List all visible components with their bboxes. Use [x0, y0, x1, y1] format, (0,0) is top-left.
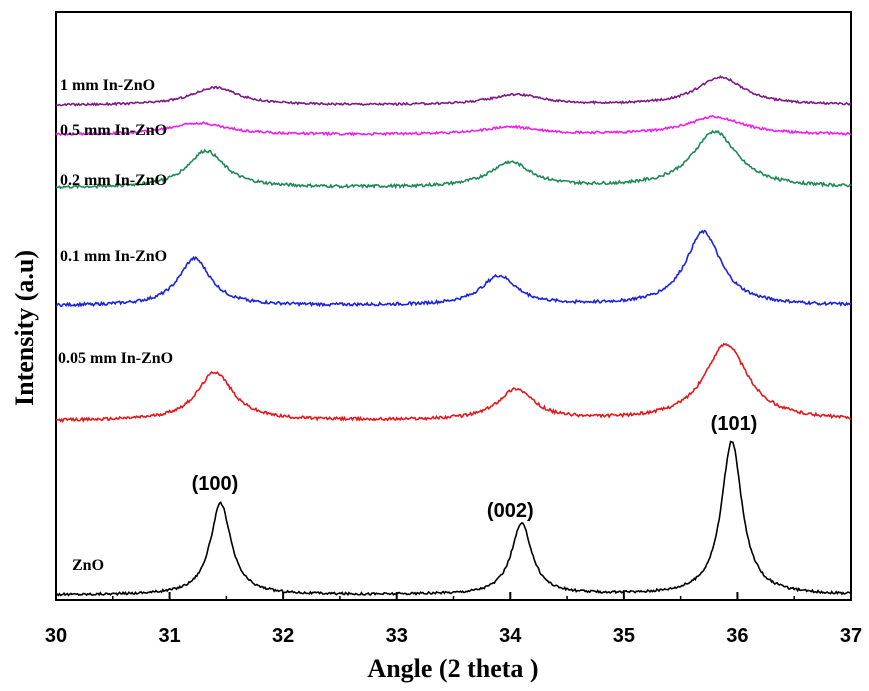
- x-tick-label: 32: [272, 625, 294, 647]
- series-layer: [55, 75, 852, 597]
- series-label: 0.5 mm In-ZnO: [60, 122, 167, 139]
- x-tick-label: 30: [45, 625, 67, 647]
- x-tick-label: 37: [840, 625, 862, 647]
- peak-label: (002): [487, 500, 534, 522]
- x-axis-title: Angle (2 theta ): [367, 654, 538, 683]
- series-label: 0.05 mm In-ZnO: [58, 350, 173, 367]
- series-label: ZnO: [72, 557, 104, 574]
- series-label: 0.2 mm In-ZnO: [60, 172, 167, 189]
- series-label: 0.1 mm In-ZnO: [60, 248, 167, 265]
- x-tick-label: 31: [158, 625, 180, 647]
- x-tick-label: 36: [726, 625, 748, 647]
- peak-label: (100): [192, 473, 239, 495]
- x-tick-label: 35: [613, 625, 635, 647]
- peak-label-layer: (100) (002) (101): [192, 413, 758, 522]
- series-line: [55, 129, 852, 190]
- x-axis-ticks: 30 31 32 33 34 35 36 37: [45, 592, 862, 647]
- series-line: [55, 229, 852, 308]
- peak-label: (101): [711, 413, 758, 435]
- y-axis-title: Intensity (a.u): [10, 250, 39, 406]
- x-tick-label: 34: [499, 625, 522, 647]
- series-line: [55, 115, 852, 137]
- series-line: [55, 440, 852, 597]
- series-label: 1 mm In-ZnO: [60, 77, 155, 94]
- series-label-layer: ZnO 0.05 mm In-ZnO 0.1 mm In-ZnO 0.2 mm In-…: [58, 77, 173, 574]
- series-line: [55, 75, 852, 107]
- x-tick-label: 33: [386, 625, 408, 647]
- series-line: [56, 342, 852, 424]
